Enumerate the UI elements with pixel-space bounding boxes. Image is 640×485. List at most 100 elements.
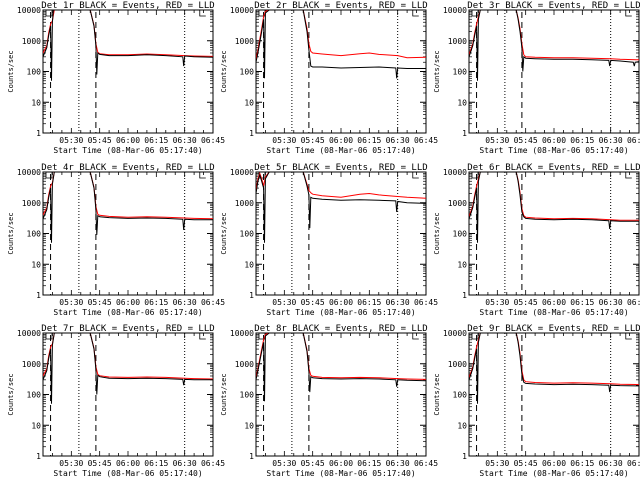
x-axis-label: Start Time (08-Mar-06 05:17:40) bbox=[479, 469, 628, 478]
flag-marker bbox=[199, 333, 206, 340]
x-tick-label: 06:30 bbox=[386, 459, 410, 468]
y-tick-label: 100 bbox=[453, 230, 468, 239]
plot-frame bbox=[468, 9, 640, 134]
series-line-lld bbox=[469, 333, 639, 386]
y-tick-label: 1000 bbox=[448, 199, 467, 208]
x-tick-label: 06:15 bbox=[357, 459, 381, 468]
x-tick-label: 06:45 bbox=[627, 298, 640, 307]
x-tick-label: 06:45 bbox=[627, 136, 640, 145]
y-tick-label: 10 bbox=[31, 260, 41, 269]
chart-title: Det 1r BLACK = Events, RED = LLD bbox=[41, 1, 214, 11]
chart-panel-1r: 1 10 100 1000 10000 05:30 05:45 06:00 06:15 06:30… bbox=[7, 1, 225, 155]
y-axis-label: Counts/sec bbox=[220, 373, 228, 415]
flag-marker bbox=[45, 172, 53, 179]
x-tick-label: 05:30 bbox=[59, 136, 83, 145]
x-tick-label: 06:00 bbox=[116, 298, 140, 307]
y-tick-label: 10000 bbox=[443, 168, 467, 177]
y-tick-label: 100 bbox=[453, 68, 468, 77]
x-tick-label: 06:45 bbox=[201, 298, 225, 307]
y-tick-label: 10 bbox=[457, 421, 467, 430]
x-tick-label: 06:00 bbox=[329, 298, 353, 307]
x-tick-label: 05:30 bbox=[59, 298, 83, 307]
y-tick-label: 10000 bbox=[17, 168, 41, 177]
series-line-events bbox=[256, 10, 426, 79]
y-tick-label: 100 bbox=[240, 68, 255, 77]
y-tick-label: 100 bbox=[240, 391, 255, 400]
plot-frame bbox=[42, 171, 214, 296]
series-line-events bbox=[256, 333, 426, 402]
x-tick-label: 06:15 bbox=[570, 459, 594, 468]
x-tick-label: 06:30 bbox=[599, 298, 623, 307]
y-axis-label: Counts/sec bbox=[433, 373, 441, 415]
y-tick-label: 1 bbox=[462, 291, 467, 300]
x-tick-label: 06:30 bbox=[386, 298, 410, 307]
y-tick-label: 10 bbox=[244, 421, 254, 430]
chart-title: Det 9r BLACK = Events, RED = LLD bbox=[467, 324, 640, 334]
x-tick-label: 05:30 bbox=[59, 459, 83, 468]
x-tick-label: 06:15 bbox=[570, 136, 594, 145]
y-axis-label: Counts/sec bbox=[220, 212, 228, 254]
y-tick-label: 1 bbox=[462, 452, 467, 461]
chart-panel-7r: 1 10 100 1000 10000 05:30 05:45 06:00 06:15 06:30… bbox=[7, 324, 225, 478]
x-tick-label: 05:45 bbox=[88, 459, 112, 468]
plot-frame bbox=[468, 171, 640, 296]
plot-frame bbox=[42, 332, 214, 457]
x-tick-label: 06:00 bbox=[542, 136, 566, 145]
x-tick-label: 06:45 bbox=[627, 459, 640, 468]
series-line-lld bbox=[469, 10, 639, 61]
y-tick-label: 10 bbox=[244, 98, 254, 107]
flag-marker bbox=[412, 172, 419, 179]
x-tick-label: 06:15 bbox=[144, 298, 168, 307]
flag-marker bbox=[471, 172, 479, 179]
x-tick-label: 06:15 bbox=[144, 459, 168, 468]
series-line-lld bbox=[256, 10, 426, 60]
x-axis-label: Start Time (08-Mar-06 05:17:40) bbox=[266, 146, 415, 155]
x-axis-label: Start Time (08-Mar-06 05:17:40) bbox=[53, 146, 202, 155]
chart-title: Det 4r BLACK = Events, RED = LLD bbox=[41, 163, 214, 173]
chart-panel-3r: 1 10 100 1000 10000 05:30 05:45 06:00 06:15 06:30… bbox=[433, 1, 640, 155]
x-tick-label: 06:00 bbox=[116, 136, 140, 145]
x-tick-label: 06:00 bbox=[542, 298, 566, 307]
x-tick-label: 06:30 bbox=[599, 136, 623, 145]
x-tick-label: 05:30 bbox=[272, 459, 296, 468]
x-tick-label: 06:00 bbox=[329, 459, 353, 468]
x-tick-label: 06:45 bbox=[201, 459, 225, 468]
plot-frame bbox=[468, 332, 640, 457]
x-axis-label: Start Time (08-Mar-06 05:17:40) bbox=[266, 469, 415, 478]
flag-marker bbox=[471, 10, 479, 17]
x-tick-label: 06:00 bbox=[329, 136, 353, 145]
series-line-events bbox=[469, 333, 639, 404]
y-tick-label: 1000 bbox=[448, 37, 467, 46]
chart-title: Det 8r BLACK = Events, RED = LLD bbox=[254, 324, 427, 334]
y-tick-label: 10 bbox=[244, 260, 254, 269]
chart-title: Det 5r BLACK = Events, RED = LLD bbox=[254, 163, 427, 173]
chart-panel-6r: 1 10 100 1000 10000 05:30 05:45 06:00 06:15 06:30… bbox=[433, 163, 640, 317]
y-axis-label: Counts/sec bbox=[433, 212, 441, 254]
chart-panel-4r: 1 10 100 1000 10000 05:30 05:45 06:00 06:15 06:30… bbox=[7, 163, 225, 317]
series-line-lld bbox=[43, 172, 213, 220]
y-tick-label: 100 bbox=[240, 230, 255, 239]
y-tick-label: 1000 bbox=[22, 199, 41, 208]
x-tick-label: 06:45 bbox=[201, 136, 225, 145]
series-line-events bbox=[43, 333, 213, 404]
x-tick-label: 05:45 bbox=[514, 298, 538, 307]
y-tick-label: 10000 bbox=[17, 6, 41, 15]
flag-marker bbox=[625, 10, 632, 17]
chart-panel-8r: 1 10 100 1000 10000 05:30 05:45 06:00 06:15 06:30… bbox=[220, 324, 438, 478]
x-tick-label: 06:30 bbox=[173, 298, 197, 307]
x-axis-label: Start Time (08-Mar-06 05:17:40) bbox=[266, 308, 415, 317]
x-tick-label: 05:45 bbox=[514, 136, 538, 145]
x-axis-label: Start Time (08-Mar-06 05:17:40) bbox=[479, 308, 628, 317]
x-tick-label: 05:30 bbox=[485, 459, 509, 468]
y-tick-label: 10000 bbox=[443, 329, 467, 338]
x-tick-label: 05:45 bbox=[88, 298, 112, 307]
y-tick-label: 1000 bbox=[22, 37, 41, 46]
plot-frame bbox=[255, 332, 427, 457]
x-tick-label: 05:45 bbox=[301, 459, 325, 468]
y-tick-label: 10000 bbox=[230, 6, 254, 15]
x-tick-label: 06:30 bbox=[173, 459, 197, 468]
plot-frame bbox=[255, 9, 427, 134]
chart-panel-2r: 1 10 100 1000 10000 05:30 05:45 06:00 06:15 06:30… bbox=[220, 1, 438, 155]
y-tick-label: 10 bbox=[31, 421, 41, 430]
